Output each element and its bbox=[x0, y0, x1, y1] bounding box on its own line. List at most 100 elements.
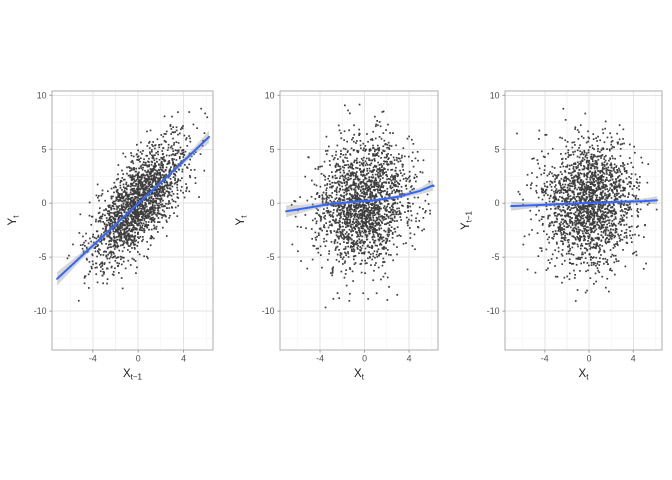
point bbox=[152, 157, 155, 160]
point bbox=[607, 196, 609, 199]
point bbox=[563, 189, 565, 191]
point bbox=[153, 192, 156, 195]
point bbox=[131, 193, 133, 196]
point bbox=[578, 131, 580, 133]
point bbox=[315, 222, 318, 225]
point bbox=[355, 218, 358, 221]
point bbox=[390, 230, 392, 232]
point bbox=[139, 151, 142, 153]
point bbox=[361, 226, 363, 229]
point bbox=[386, 249, 389, 251]
point bbox=[347, 150, 349, 152]
point bbox=[371, 195, 374, 198]
point bbox=[151, 207, 154, 210]
point bbox=[581, 151, 584, 154]
point bbox=[338, 235, 340, 238]
point bbox=[373, 242, 376, 244]
point bbox=[391, 174, 393, 177]
point bbox=[113, 186, 115, 189]
point bbox=[333, 200, 335, 203]
point bbox=[368, 180, 371, 183]
point bbox=[133, 185, 135, 187]
point bbox=[174, 173, 176, 176]
point bbox=[101, 265, 104, 267]
point bbox=[162, 199, 164, 202]
point bbox=[348, 170, 351, 172]
point bbox=[590, 196, 592, 198]
point bbox=[346, 198, 348, 200]
point bbox=[124, 234, 127, 237]
point bbox=[560, 191, 563, 194]
point bbox=[378, 233, 380, 235]
point bbox=[144, 178, 147, 181]
point bbox=[620, 165, 622, 167]
point bbox=[374, 231, 377, 233]
point bbox=[337, 169, 340, 171]
point bbox=[593, 181, 595, 183]
point bbox=[590, 205, 593, 207]
point bbox=[113, 191, 115, 194]
point bbox=[170, 133, 172, 135]
point bbox=[130, 169, 133, 172]
point bbox=[130, 167, 133, 170]
y-tick-label: -10 bbox=[262, 306, 275, 316]
point bbox=[362, 220, 365, 223]
point bbox=[566, 239, 569, 242]
point bbox=[150, 196, 153, 198]
point bbox=[152, 211, 155, 214]
point bbox=[167, 176, 170, 179]
point bbox=[66, 257, 69, 260]
point bbox=[139, 194, 142, 197]
point bbox=[604, 241, 607, 244]
point bbox=[171, 198, 174, 201]
point bbox=[175, 129, 178, 132]
point bbox=[173, 212, 175, 214]
point bbox=[629, 206, 631, 209]
point bbox=[119, 255, 122, 258]
point bbox=[350, 177, 352, 180]
point bbox=[582, 137, 585, 139]
point bbox=[173, 165, 175, 168]
point bbox=[156, 177, 159, 180]
point bbox=[316, 235, 318, 238]
point bbox=[330, 241, 333, 243]
point bbox=[370, 183, 373, 186]
point bbox=[636, 226, 638, 228]
point bbox=[583, 237, 586, 240]
point bbox=[357, 234, 359, 237]
point bbox=[137, 213, 139, 216]
point bbox=[553, 199, 556, 201]
point bbox=[339, 167, 342, 170]
point bbox=[390, 205, 393, 208]
point bbox=[91, 267, 93, 270]
point bbox=[145, 211, 147, 214]
point bbox=[349, 268, 352, 270]
point bbox=[348, 178, 351, 181]
point bbox=[402, 164, 404, 166]
point bbox=[314, 167, 317, 170]
point bbox=[150, 218, 152, 220]
point bbox=[362, 231, 365, 234]
point bbox=[378, 175, 381, 178]
point bbox=[158, 213, 161, 215]
point bbox=[376, 152, 379, 154]
point bbox=[551, 253, 554, 256]
point bbox=[588, 187, 591, 189]
point bbox=[151, 214, 153, 216]
point bbox=[340, 235, 342, 238]
point bbox=[342, 188, 344, 191]
point bbox=[159, 171, 161, 174]
point bbox=[383, 156, 386, 159]
point bbox=[322, 191, 325, 194]
point bbox=[325, 222, 327, 224]
point bbox=[391, 182, 393, 185]
point bbox=[580, 199, 582, 202]
point bbox=[618, 183, 621, 185]
point bbox=[399, 179, 402, 182]
point bbox=[330, 201, 333, 203]
point bbox=[130, 183, 132, 185]
point bbox=[372, 235, 374, 238]
point bbox=[335, 221, 337, 224]
point bbox=[401, 174, 404, 177]
point bbox=[382, 132, 385, 134]
